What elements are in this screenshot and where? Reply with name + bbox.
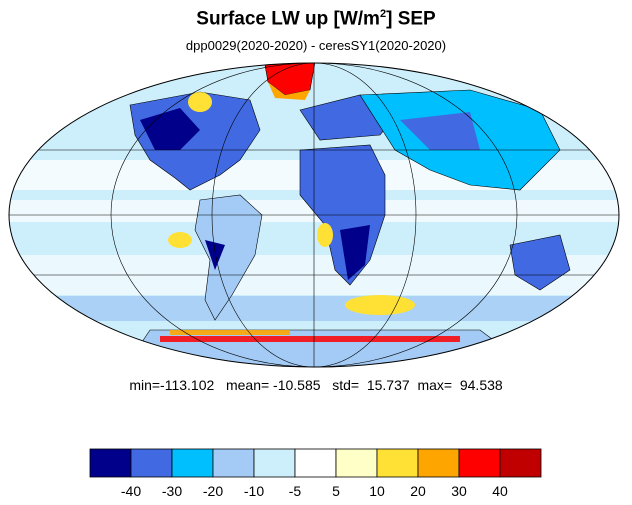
chart-subtitle: dpp0029(2020-2020) - ceresSY1(2020-2020): [185, 38, 447, 53]
warm-patch-south-pacific: [345, 295, 415, 315]
land-asia-core: [400, 112, 480, 150]
colorbar-label: -10: [244, 483, 264, 499]
colorbar-label: -5: [289, 483, 302, 499]
colorbar-swatch: [171, 448, 214, 478]
colorbar-label: 40: [492, 483, 508, 499]
map-field: [9, 63, 619, 367]
band-blue-high-south: [9, 296, 619, 321]
colorbar-swatch: [417, 448, 460, 478]
land-south-america: [194, 194, 263, 321]
stat-min-label: min=: [129, 377, 161, 393]
stat-mean-label: mean=: [225, 377, 270, 393]
chart-title: Surface LW up [W/m2] SEP: [0, 8, 632, 30]
land-sa-core: [205, 240, 225, 270]
stat-max-value: 94.538: [459, 377, 503, 393]
statistics-line: min=-113.102 mean= -10.585 std= 15.737 m…: [0, 377, 632, 393]
title-superscript: 2: [379, 8, 387, 20]
stat-min-value: -113.102: [160, 377, 215, 393]
colorbar-swatch: [253, 448, 296, 478]
warm-patch-south-america: [168, 232, 192, 248]
stat-mean-value: -10.585: [273, 377, 321, 393]
land-australia: [509, 234, 571, 291]
colorbar-label: 20: [410, 483, 426, 499]
title-suffix: ] SEP: [386, 8, 436, 30]
colorbar-swatch: [212, 448, 255, 478]
colorbar-label: 10: [369, 483, 385, 499]
stat-std-value: 15.737: [366, 377, 410, 393]
colorbar-swatch: [294, 448, 337, 478]
stat-max-label: max=: [417, 377, 453, 393]
colorbar-swatch: [376, 448, 419, 478]
colorbar-swatch: [130, 448, 173, 478]
colorbar-swatch: [89, 448, 132, 478]
land-antarctica: [139, 329, 501, 367]
warm-band-antarctic-edge: [170, 330, 290, 335]
colorbar-label: 30: [451, 483, 467, 499]
land-na-core: [140, 108, 200, 150]
colorbar-label: -20: [203, 483, 223, 499]
land-greenland-edge: [268, 82, 310, 100]
graticule: [9, 63, 619, 367]
colorbar-swatch: [499, 448, 542, 478]
colorbar-label: -40: [121, 483, 141, 499]
warm-patch-north-atlantic: [188, 92, 212, 112]
colorbar-label: 5: [332, 483, 340, 499]
warm-band-antarctic: [160, 336, 460, 342]
world-map: [8, 62, 620, 368]
title-main: Surface LW up [W/m: [196, 8, 380, 30]
colorbar-swatch: [335, 448, 378, 478]
stat-std-label: std=: [332, 377, 360, 393]
land-africa-south: [340, 225, 370, 280]
map-border: [8, 62, 620, 368]
colorbar-swatch: [458, 448, 501, 478]
colorbar-label: -30: [162, 483, 182, 499]
warm-patch-africa-west: [317, 223, 333, 247]
